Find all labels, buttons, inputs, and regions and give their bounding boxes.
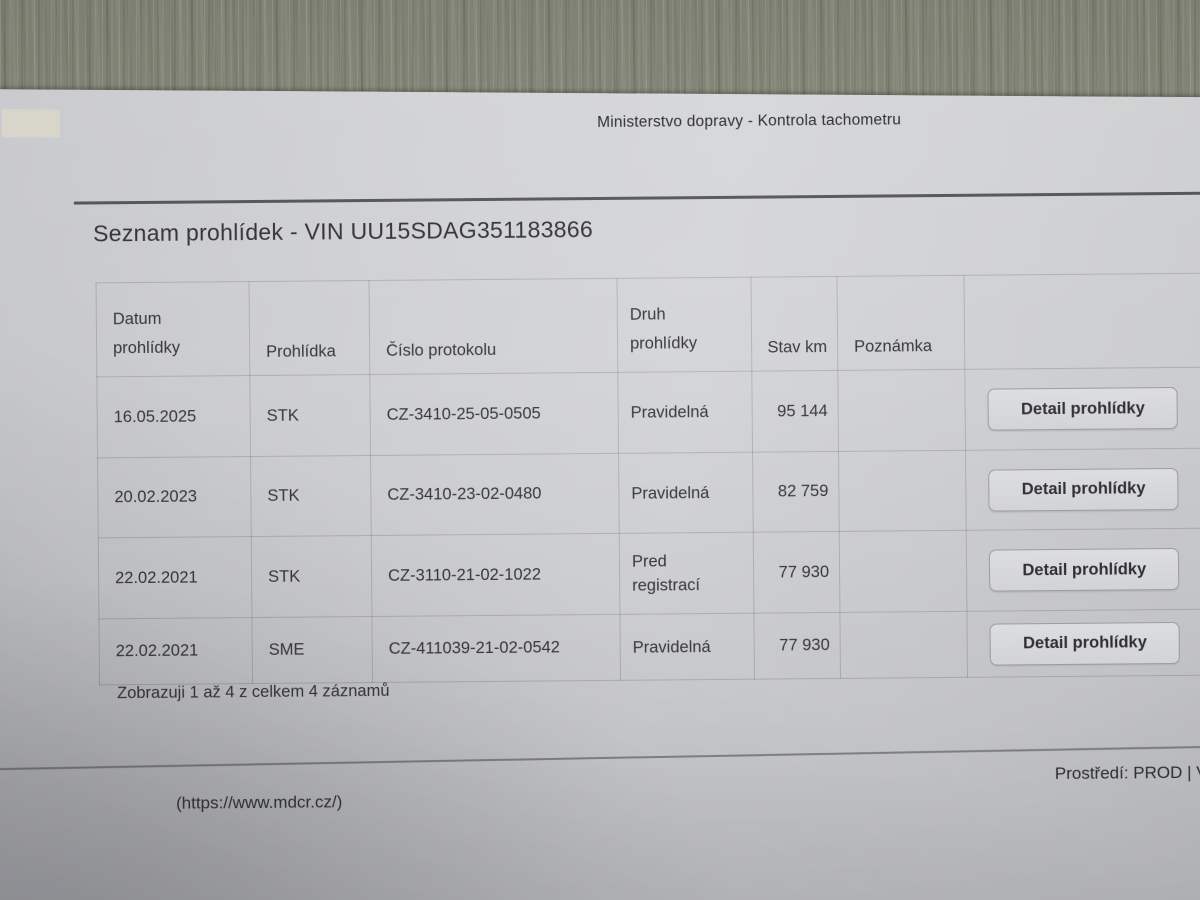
mdcr-url-text: (https://www.mdcr.cz/)	[175, 792, 343, 813]
cell-actions: Detail prohlídky	[965, 448, 1200, 531]
cell-protocol-number: CZ-411039-21-02-0542	[371, 614, 621, 683]
detail-button[interactable]: Detail prohlídky	[989, 621, 1181, 666]
table-row: 16.05.2025 STK CZ-3410-25-05-0505 Pravid…	[96, 367, 1200, 458]
cell-inspection-type: SME	[251, 616, 373, 684]
title-divider	[73, 191, 1200, 205]
cell-actions: Detail prohlídky	[964, 367, 1200, 451]
cell-date: 20.02.2023	[97, 456, 252, 538]
cell-note	[839, 530, 967, 613]
column-header-prohlidka: Prohlídka	[249, 280, 370, 376]
table-row: 22.02.2021 SME CZ-411039-21-02-0542 Prav…	[98, 609, 1200, 685]
records-summary: Zobrazuji 1 až 4 z celkem 4 záznamů	[117, 681, 390, 703]
cell-protocol-number: CZ-3110-21-02-1022	[371, 533, 620, 617]
cell-date: 22.02.2021	[98, 536, 252, 619]
cell-odometer: 82 759	[752, 451, 840, 533]
cell-odometer: 77 930	[753, 531, 840, 614]
column-header-protokol: Číslo protokolu	[369, 278, 618, 375]
cell-inspection-kind: Pred registrací	[619, 532, 754, 615]
table-row: 20.02.2023 STK CZ-3410-23-02-0480 Pravid…	[97, 448, 1200, 538]
cell-odometer: 77 930	[753, 612, 841, 680]
column-header-actions	[963, 273, 1200, 370]
table-header-row: Datum prohlídky Prohlídka Číslo protokol…	[96, 273, 1200, 377]
cell-note	[837, 369, 966, 452]
cell-inspection-type: STK	[251, 535, 372, 618]
cell-inspection-type: STK	[249, 374, 371, 457]
cell-inspection-type: STK	[250, 455, 372, 537]
cell-actions: Detail prohlídky	[966, 609, 1200, 678]
cell-note	[839, 611, 968, 679]
detail-button[interactable]: Detail prohlídky	[988, 467, 1179, 512]
cell-inspection-kind: Pravidelná	[618, 452, 754, 534]
cell-date: 16.05.2025	[96, 375, 251, 458]
environment-label: Prostředí: PROD | V	[1054, 762, 1200, 784]
detail-button[interactable]: Detail prohlídky	[989, 547, 1180, 592]
column-header-stav-km: Stav km	[750, 276, 838, 372]
table-row: 22.02.2021 STK CZ-3110-21-02-1022 Pred r…	[98, 528, 1200, 619]
cell-actions: Detail prohlídky	[966, 528, 1200, 612]
cell-odometer: 95 144	[751, 370, 839, 453]
cell-protocol-number: CZ-3410-23-02-0480	[370, 453, 620, 536]
cell-inspection-kind: Pravidelná	[617, 371, 753, 454]
cell-protocol-number: CZ-3410-25-05-0505	[369, 372, 619, 456]
page-title: Seznam prohlídek - VIN UU15SDAG351183866	[92, 216, 594, 247]
site-header-text: Ministerstvo dopravy - Kontrola tachomet…	[597, 111, 902, 132]
column-header-poznamka: Poznámka	[836, 275, 965, 371]
footer-divider	[0, 745, 1200, 770]
cell-note	[838, 450, 967, 532]
column-header-druh: Druh prohlídky	[617, 277, 752, 373]
inspections-table: Datum prohlídky Prohlídka Číslo protokol…	[96, 273, 1200, 686]
detail-button[interactable]: Detail prohlídky	[987, 386, 1179, 431]
cell-inspection-kind: Pravidelná	[619, 613, 755, 681]
column-header-datum: Datum prohlídky	[96, 281, 250, 377]
cell-date: 22.02.2021	[98, 617, 253, 685]
